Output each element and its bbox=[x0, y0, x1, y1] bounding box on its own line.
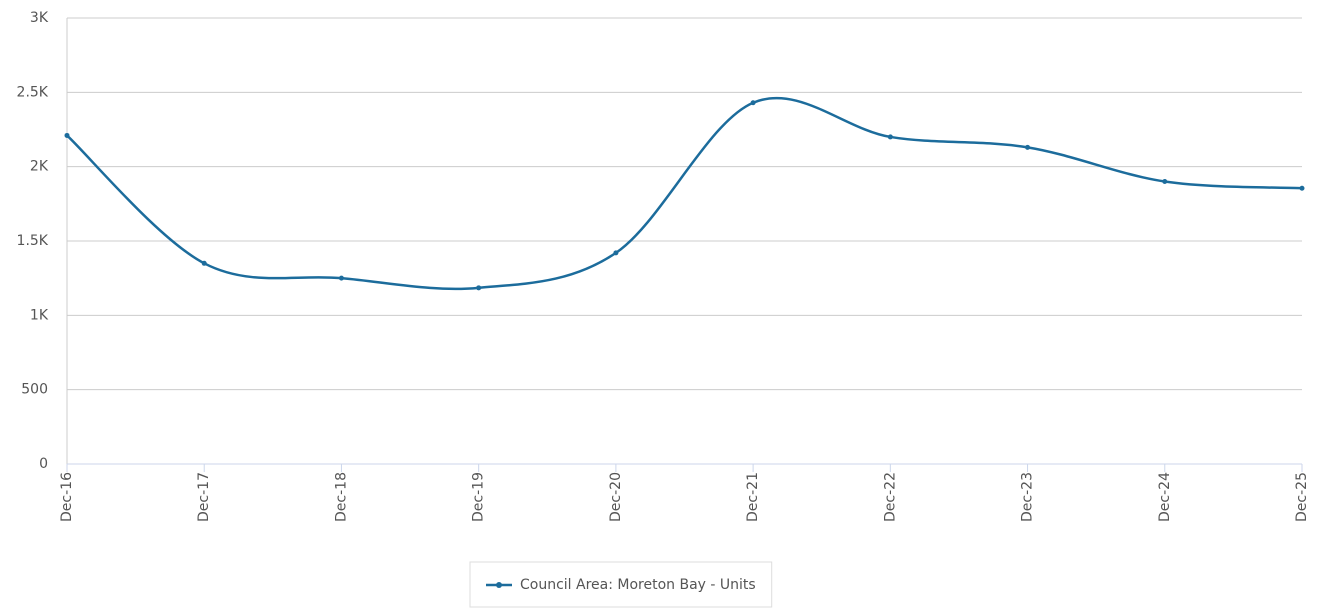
legend-dot bbox=[496, 582, 502, 588]
point bbox=[613, 250, 619, 256]
y-tick-label: 500 bbox=[21, 382, 48, 398]
point bbox=[887, 134, 893, 140]
point bbox=[1025, 144, 1031, 150]
x-tick-label: Dec-24 bbox=[1157, 472, 1173, 522]
x-tick-label: Dec-16 bbox=[59, 472, 75, 522]
y-tick-label: 2.5K bbox=[17, 84, 49, 100]
legend-box bbox=[469, 561, 773, 608]
x-tick-label: Dec-22 bbox=[882, 472, 898, 522]
x-tick-label: Dec-17 bbox=[196, 472, 212, 522]
y-tick-label: 0 bbox=[39, 456, 48, 472]
point bbox=[476, 285, 482, 291]
point bbox=[1162, 179, 1168, 185]
x-tick-label: Dec-20 bbox=[608, 472, 624, 522]
point bbox=[1299, 185, 1305, 191]
y-tick-label: 2K bbox=[30, 159, 49, 175]
y-tick-label: 3K bbox=[30, 10, 49, 26]
line bbox=[66, 96, 1303, 291]
legend-label: Council Area: Moreton Bay - Units bbox=[520, 577, 756, 593]
y-tick-label: 1.5K bbox=[17, 233, 49, 249]
y-tick-label: 1K bbox=[30, 307, 49, 323]
x-tick-label: Dec-23 bbox=[1020, 472, 1036, 522]
point bbox=[201, 260, 207, 266]
point bbox=[338, 275, 344, 281]
legend: Council Area: Moreton Bay - Units bbox=[469, 561, 773, 608]
x-tick-label: Dec-21 bbox=[745, 472, 761, 522]
point bbox=[750, 100, 756, 106]
x-tick-label: Dec-19 bbox=[471, 472, 487, 522]
x-tick-label: Dec-18 bbox=[333, 472, 349, 522]
x-tick-label: Dec-25 bbox=[1294, 472, 1310, 522]
point bbox=[64, 132, 70, 138]
